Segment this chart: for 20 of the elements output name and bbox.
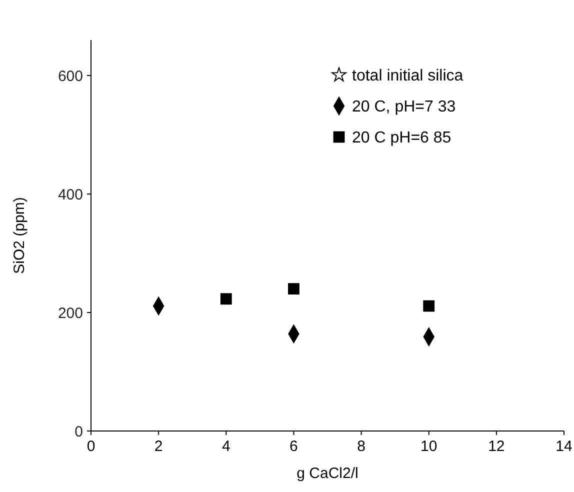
legend-label: 20 C, pH=7 33: [352, 98, 456, 116]
x-tick-label: 4: [222, 438, 230, 455]
x-tick-label: 0: [86, 438, 96, 455]
point: [220, 293, 232, 305]
x-tick-label: 2: [154, 438, 163, 455]
legend-label: 20 C pH=6 85: [352, 130, 452, 147]
x-axis-title: g CaCl2/l: [296, 465, 358, 482]
y-tick-label: 600: [58, 68, 83, 85]
x-tick-label: 8: [357, 438, 366, 455]
y-tick-label: 400: [58, 186, 83, 204]
point: [288, 283, 300, 295]
y-tick-label: 0: [74, 423, 83, 440]
y-tick-label: 200: [58, 304, 83, 322]
y-axis-title: SiO2 (ppm): [11, 197, 28, 274]
x-tick-label: 6: [290, 438, 298, 455]
x-tick-label: 14: [556, 438, 572, 455]
point: [423, 300, 435, 312]
x-tick-label: 10: [420, 438, 438, 455]
legend-label: total initial silica: [352, 68, 464, 85]
x-tick-label: 12: [488, 438, 505, 455]
